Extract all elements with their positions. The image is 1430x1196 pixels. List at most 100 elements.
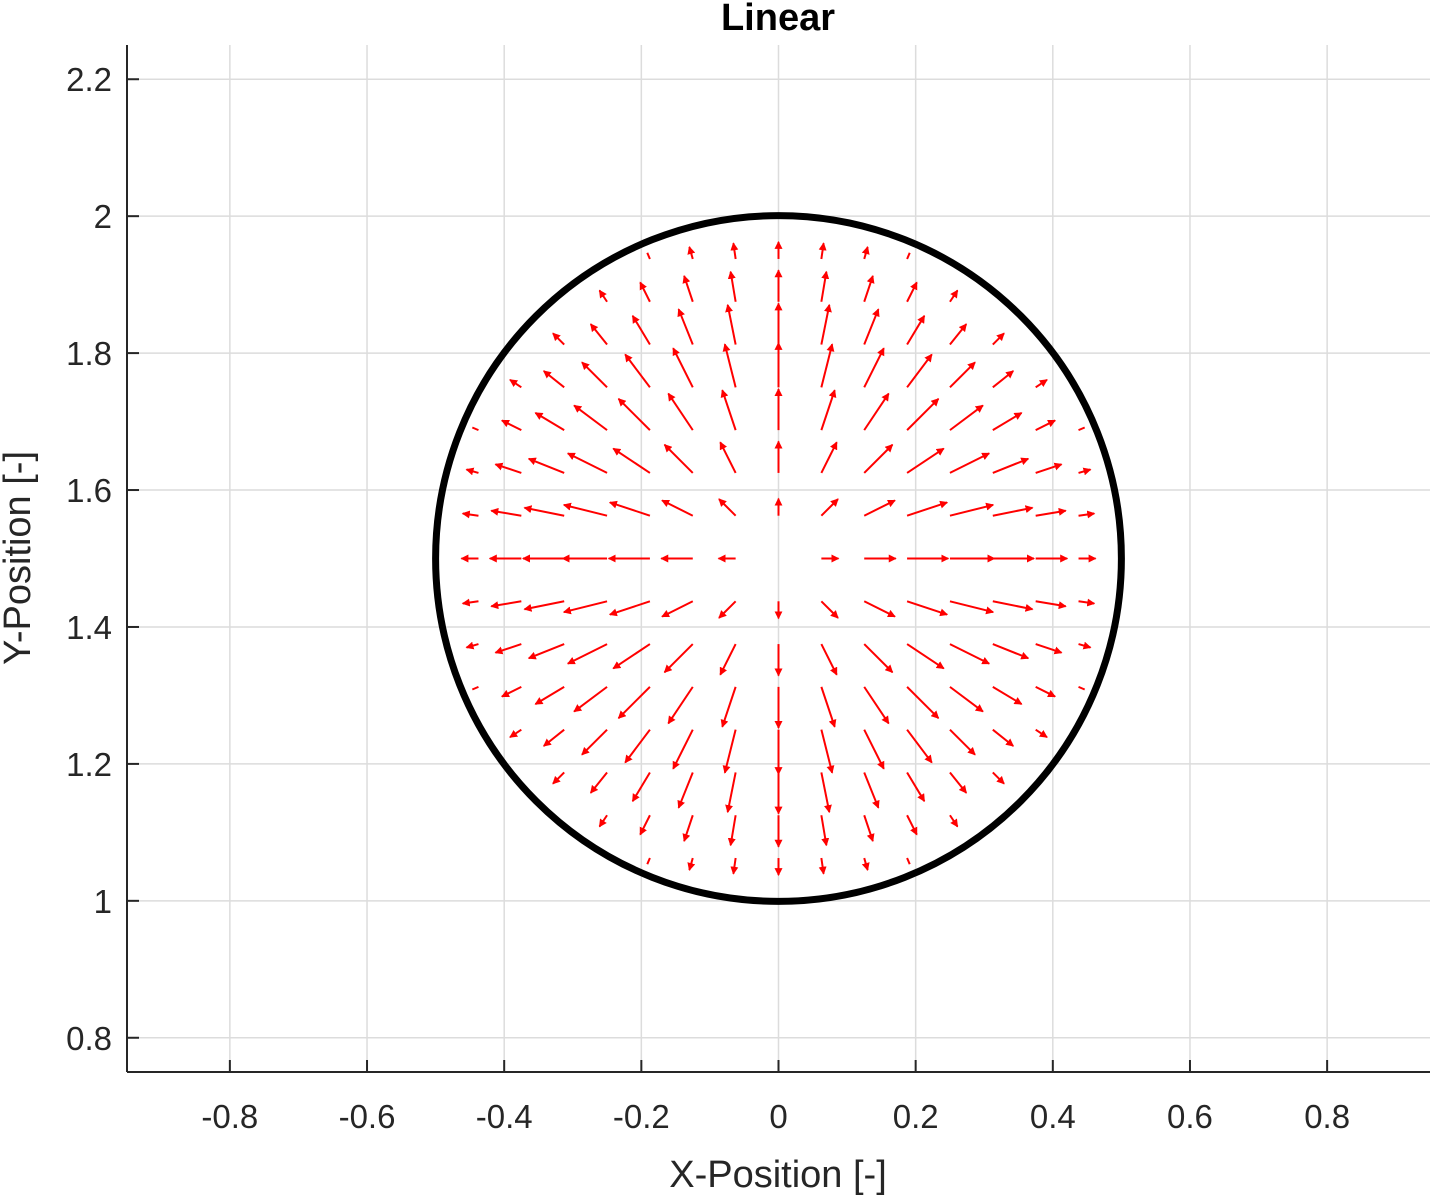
- field-arrow: [818, 242, 827, 260]
- field-arrow: [624, 729, 651, 764]
- field-arrow: [534, 412, 565, 431]
- field-arrow: [863, 444, 894, 474]
- x-tick-label: 0.2: [893, 1098, 939, 1135]
- boundary-circle: [432, 212, 1125, 905]
- field-arrow: [949, 502, 995, 517]
- field-arrow: [631, 314, 651, 346]
- field-arrow: [598, 289, 608, 303]
- field-arrow: [465, 641, 479, 650]
- field-arrow: [494, 462, 522, 474]
- field-arrow: [542, 728, 565, 747]
- field-arrow: [906, 398, 940, 431]
- field-arrow: [820, 643, 838, 676]
- field-arrow: [820, 389, 837, 431]
- field-arrow: [992, 505, 1034, 517]
- field-arrow: [1078, 467, 1092, 476]
- y-tick-label: 2.2: [66, 61, 112, 98]
- field-arrow: [730, 242, 739, 260]
- field-arrow: [1035, 728, 1048, 739]
- y-tick-label: 1.4: [66, 609, 112, 646]
- y-axis-label: Y-Position [-]: [0, 451, 39, 665]
- field-arrow: [663, 643, 694, 673]
- field-arrow: [608, 500, 651, 517]
- field-arrow: [667, 686, 694, 725]
- field-arrow: [992, 412, 1023, 431]
- field-arrow: [906, 857, 911, 865]
- field-arrow: [1035, 507, 1067, 517]
- field-arrow: [863, 686, 890, 725]
- x-axis-label: X-Position [-]: [669, 1154, 887, 1196]
- field-arrow: [949, 771, 968, 794]
- field-arrow: [992, 600, 1034, 612]
- field-arrow: [992, 643, 1030, 660]
- field-arrow: [863, 772, 880, 809]
- field-arrow: [1035, 685, 1056, 698]
- field-arrow: [562, 600, 608, 615]
- field-arrow: [992, 370, 1015, 389]
- field-arrow: [949, 289, 959, 303]
- field-arrow: [906, 447, 945, 474]
- field-arrow: [725, 772, 737, 814]
- field-arrow: [992, 686, 1023, 705]
- field-arrow: [608, 600, 651, 617]
- field-arrow: [562, 502, 608, 517]
- field-arrow: [949, 452, 991, 474]
- x-tick-label: 0.4: [1030, 1098, 1076, 1135]
- field-arrow: [722, 343, 737, 388]
- field-arrow: [542, 370, 565, 389]
- field-arrow: [906, 643, 945, 670]
- field-arrow: [1035, 378, 1048, 389]
- field-arrow: [720, 389, 737, 431]
- field-arrow: [581, 361, 608, 389]
- x-tick-label: 0.8: [1304, 1098, 1350, 1135]
- field-arrow: [471, 685, 479, 691]
- field-arrow: [612, 643, 651, 670]
- field-arrow: [646, 857, 651, 865]
- field-arrow: [722, 729, 737, 774]
- field-arrow: [727, 270, 737, 302]
- field-arrow: [617, 686, 651, 719]
- field-arrow: [720, 686, 737, 728]
- field-arrow: [661, 600, 694, 618]
- field-arrow: [949, 404, 984, 431]
- x-tick-label: -0.4: [476, 1098, 533, 1135]
- field-arrow: [639, 814, 651, 836]
- field-arrow: [612, 447, 651, 474]
- field-arrow: [906, 729, 933, 764]
- field-arrow: [818, 857, 827, 875]
- field-arrow: [727, 815, 737, 847]
- field-arrow: [1035, 462, 1063, 474]
- field-arrow: [992, 771, 1005, 785]
- field-arrow: [598, 814, 608, 828]
- field-arrow: [1078, 641, 1092, 650]
- field-arrow: [949, 361, 976, 389]
- field-arrow: [730, 857, 739, 875]
- x-tick-label: -0.8: [201, 1098, 258, 1135]
- field-arrow: [552, 332, 565, 346]
- y-tick-label: 1.2: [66, 746, 112, 783]
- field-arrow: [949, 600, 995, 615]
- field-arrow: [523, 600, 565, 612]
- field-arrow: [624, 353, 651, 388]
- field-arrow: [465, 467, 479, 476]
- field-arrow: [672, 729, 694, 770]
- field-arrow: [863, 392, 890, 431]
- field-arrow: [863, 643, 894, 673]
- field-arrow: [820, 441, 838, 474]
- x-tick-labels: -0.8 -0.6 -0.4 -0.2 0 0.2 0.4 0.6 0.8: [201, 1098, 1350, 1135]
- field-arrow: [471, 426, 479, 432]
- field-arrow: [949, 814, 959, 828]
- field-arrow: [1078, 426, 1086, 432]
- field-arrow: [820, 815, 830, 847]
- field-arrow: [682, 274, 694, 303]
- field-arrow: [906, 686, 940, 719]
- field-arrow: [534, 686, 565, 705]
- field-arrow: [992, 457, 1030, 474]
- field-arrow: [820, 270, 830, 302]
- field-arrow: [820, 600, 839, 619]
- x-tick-label: 0: [769, 1098, 787, 1135]
- field-arrow: [1035, 643, 1063, 655]
- field-arrow: [863, 347, 885, 388]
- field-arrow: [906, 600, 949, 617]
- field-arrow: [992, 728, 1015, 747]
